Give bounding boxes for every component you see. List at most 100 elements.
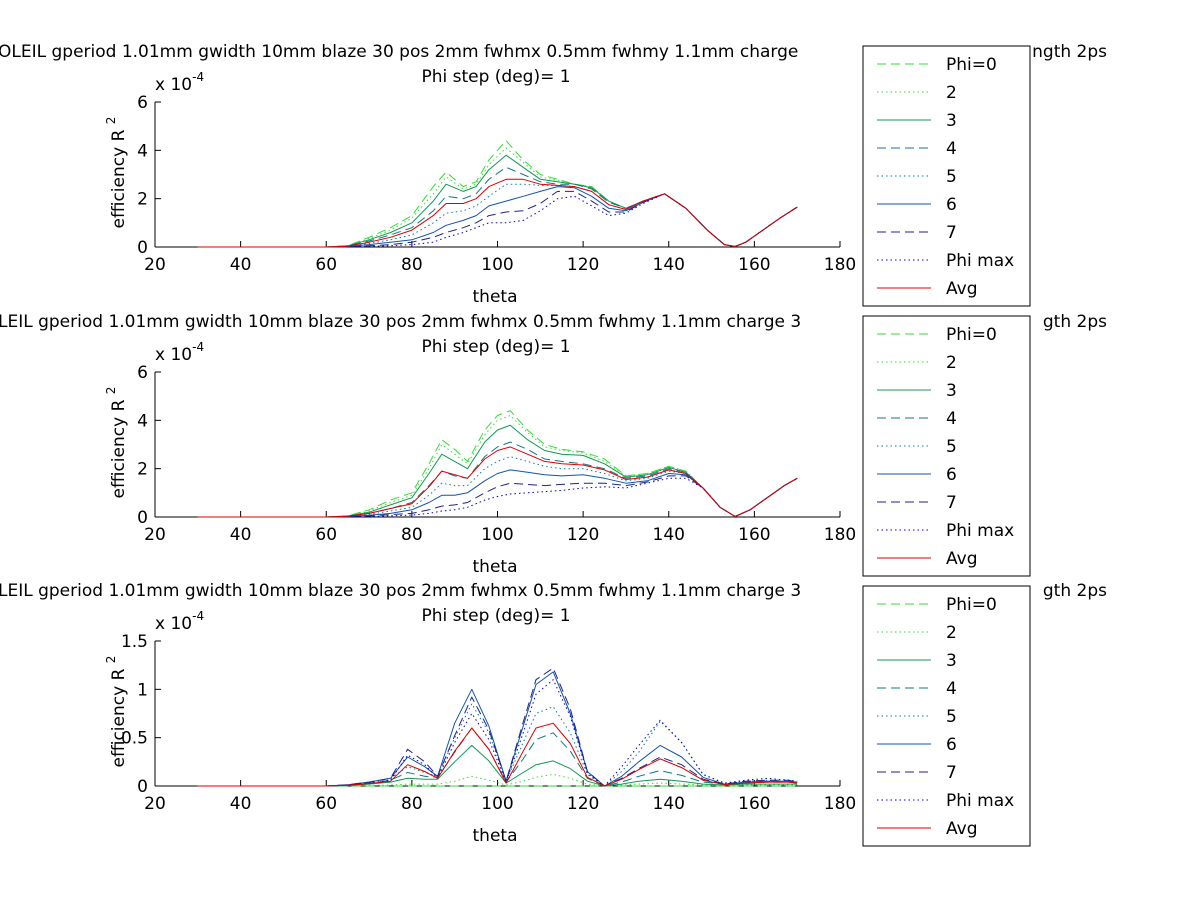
x-tick-label: 40 xyxy=(230,255,252,275)
x-tick-label: 160 xyxy=(738,525,770,545)
legend-entry-label: 6 xyxy=(946,195,957,215)
x-tick-label: 120 xyxy=(567,794,599,814)
x-tick-label: 160 xyxy=(738,794,770,814)
chart-subtitle: Phi step (deg)= 1 xyxy=(421,337,570,357)
series-line-phi-0 xyxy=(197,140,798,248)
x-axis-label: theta xyxy=(473,557,518,577)
y-tick-label: 1.5 xyxy=(121,632,148,652)
x-tick-label: 20 xyxy=(144,255,166,275)
legend-entry-label: Avg xyxy=(946,279,978,299)
chart-subtitle: Phi step (deg)= 1 xyxy=(421,67,570,87)
x-tick-label: 60 xyxy=(315,794,337,814)
y-tick-label: 2 xyxy=(137,460,148,480)
legend-entry-label: Phi max xyxy=(946,521,1014,541)
x-tick-label: 160 xyxy=(738,255,770,275)
x-tick-label: 120 xyxy=(567,525,599,545)
x-tick-label: 20 xyxy=(144,525,166,545)
series-line-5 xyxy=(197,456,798,518)
legend-entry-label: 3 xyxy=(946,651,957,671)
x-tick-label: 100 xyxy=(481,525,513,545)
x-tick-label: 80 xyxy=(401,255,423,275)
legend-entry-label: 6 xyxy=(946,465,957,485)
legend-entry-label: 7 xyxy=(946,763,957,783)
chart-title-tail: gth 2ps xyxy=(1043,581,1107,601)
y-axis-label: efficiency R 2 xyxy=(104,117,129,229)
legend: Phi=0 2 3 4 5 6 7 Phi max Avg xyxy=(862,315,1031,577)
series-line-3 xyxy=(197,744,798,787)
y-axis-label: efficiency R 2 xyxy=(104,656,129,768)
chart-panel-2: LEIL gperiod 1.01mm gwidth 10mm blaze 30… xyxy=(0,312,1107,577)
x-tick-label: 80 xyxy=(401,794,423,814)
legend-entry-label: Phi=0 xyxy=(946,595,997,615)
x-tick-label: 120 xyxy=(567,255,599,275)
y-tick-label: 2 xyxy=(137,190,148,210)
legend-entry-label: 6 xyxy=(946,735,957,755)
x-tick-label: 60 xyxy=(315,525,337,545)
y-exponent-label: x 10-4 xyxy=(155,609,204,634)
legend-entry-label: Phi=0 xyxy=(946,325,997,345)
y-tick-label: 0 xyxy=(137,508,148,528)
legend-entry-label: 7 xyxy=(946,223,957,243)
series-line-4 xyxy=(197,727,798,787)
series-line-phi-max xyxy=(197,679,798,787)
x-tick-label: 180 xyxy=(824,525,856,545)
x-tick-label: 100 xyxy=(481,794,513,814)
series-line-avg xyxy=(197,178,798,248)
series-line-avg xyxy=(197,722,798,787)
legend-entry-label: Phi max xyxy=(946,251,1014,271)
legend-entry-label: 5 xyxy=(946,707,957,727)
y-tick-label: 0 xyxy=(137,238,148,258)
x-tick-label: 180 xyxy=(824,794,856,814)
legend-entry-label: Avg xyxy=(946,549,978,569)
legend-entry-label: 3 xyxy=(946,111,957,131)
x-tick-label: 20 xyxy=(144,794,166,814)
x-tick-label: 100 xyxy=(481,255,513,275)
legend-entry-label: 2 xyxy=(946,83,957,103)
legend-entry-label: 3 xyxy=(946,381,957,401)
chart-title: OLEIL gperiod 1.01mm gwidth 10mm blaze 3… xyxy=(0,42,798,62)
y-exponent-label: x 10-4 xyxy=(155,340,204,365)
y-tick-label: 1 xyxy=(137,680,148,700)
series-line-phi-max xyxy=(197,193,798,248)
x-axis-label: theta xyxy=(473,826,518,846)
chart-title: LEIL gperiod 1.01mm gwidth 10mm blaze 30… xyxy=(0,312,801,332)
legend-entry-label: 4 xyxy=(946,139,957,159)
legend-entry-label: Avg xyxy=(946,819,978,839)
series-line-7 xyxy=(197,667,798,787)
x-tick-label: 80 xyxy=(401,525,423,545)
legend-entry-label: 2 xyxy=(946,353,957,373)
chart-title: LEIL gperiod 1.01mm gwidth 10mm blaze 30… xyxy=(0,581,801,601)
x-axis-label: theta xyxy=(473,287,518,307)
x-tick-label: 40 xyxy=(230,794,252,814)
x-tick-label: 140 xyxy=(653,255,685,275)
x-tick-label: 60 xyxy=(315,255,337,275)
y-tick-label: 4 xyxy=(137,141,148,161)
x-tick-label: 140 xyxy=(653,525,685,545)
y-tick-label: 4 xyxy=(137,411,148,431)
legend-entry-label: 4 xyxy=(946,679,957,699)
y-tick-label: 6 xyxy=(137,93,148,113)
y-tick-label: 6 xyxy=(137,363,148,383)
legend-entry-label: 7 xyxy=(946,493,957,513)
x-tick-label: 40 xyxy=(230,525,252,545)
chart-panel-1: OLEIL gperiod 1.01mm gwidth 10mm blaze 3… xyxy=(0,42,1107,307)
chart-title-tail: gth 2ps xyxy=(1043,312,1107,332)
x-tick-label: 140 xyxy=(653,794,685,814)
legend-entry-label: 5 xyxy=(946,437,957,457)
legend-entry-label: 4 xyxy=(946,409,957,429)
chart-subtitle: Phi step (deg)= 1 xyxy=(421,606,570,626)
y-axis-label: efficiency R 2 xyxy=(104,387,129,499)
y-exponent-label: x 10-4 xyxy=(155,70,204,95)
legend-entry-label: Phi=0 xyxy=(946,55,997,75)
series-line-7 xyxy=(197,190,798,248)
legend-entry-label: 5 xyxy=(946,167,957,187)
chart-panel-3: LEIL gperiod 1.01mm gwidth 10mm blaze 30… xyxy=(0,581,1107,847)
x-tick-label: 180 xyxy=(824,255,856,275)
legend-entry-label: Phi max xyxy=(946,791,1014,811)
legend: Phi=0 2 3 4 5 6 7 Phi max Avg xyxy=(862,585,1031,847)
series-line-avg xyxy=(197,446,798,518)
y-tick-label: 0 xyxy=(137,777,148,797)
chart-title-tail: ngth 2ps xyxy=(1032,42,1107,62)
legend: Phi=0 2 3 4 5 6 7 Phi max Avg xyxy=(862,45,1031,307)
